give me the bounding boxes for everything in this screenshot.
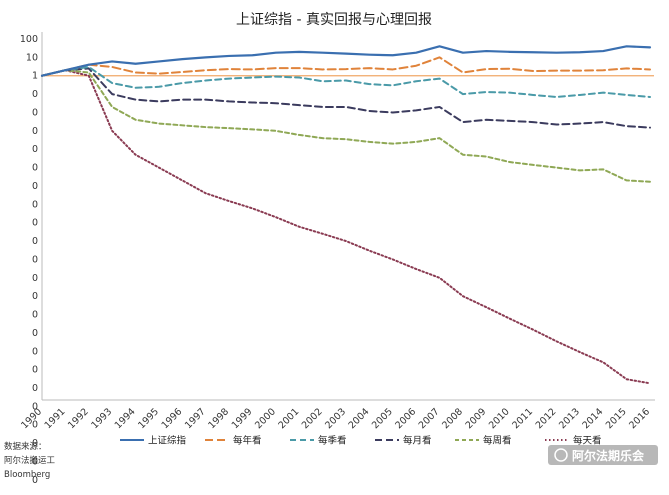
legend-label: 每季看 [318, 435, 347, 447]
x-tick-label: 2012 [534, 406, 559, 431]
y-tick-label: 0 [32, 383, 38, 394]
x-tick-label: 2005 [370, 406, 395, 431]
x-tick-label: 1995 [136, 406, 161, 431]
y-tick-label: 0 [32, 163, 38, 174]
y-tick-label: 0 [32, 456, 38, 467]
watermark-backdrop [548, 445, 658, 465]
source-line-2: 阿尔法搬运工 [4, 455, 56, 466]
y-tick-label: 0 [32, 291, 38, 302]
x-tick-label: 2002 [300, 406, 325, 431]
chart-title: 上证综指 - 真实回报与心理回报 [236, 12, 432, 28]
x-tick-label: 2014 [580, 406, 605, 431]
x-tick-label: 2006 [393, 406, 418, 431]
series-line [40, 45, 652, 77]
y-tick-label: 0 [32, 218, 38, 229]
y-tick-label: 0 [32, 89, 38, 100]
y-tick-label: 0 [32, 236, 38, 247]
y-tick-label: 0 [32, 181, 38, 192]
y-tick-label: 0 [32, 346, 38, 357]
legend-label: 每天看 [573, 435, 602, 447]
x-tick-label: 2008 [440, 406, 465, 431]
y-tick-label: 0 [32, 254, 38, 265]
watermark-text: 阿尔法期乐会 [572, 448, 645, 463]
y-tick-label: 0 [32, 420, 38, 431]
source-line-1: 数据来源： [4, 441, 47, 452]
y-tick-label: 0 [32, 328, 38, 339]
x-tick-label: 2001 [276, 406, 301, 431]
x-tick-label: 2013 [557, 406, 582, 431]
x-tick-label: 1998 [206, 406, 231, 431]
source-note: 数据来源： 阿尔法搬运工 Bloomberg [4, 441, 56, 480]
x-tick-label: 2003 [323, 406, 348, 431]
series-line [41, 69, 651, 385]
y-tick-label: 0 [32, 438, 38, 449]
x-tick-label: 2010 [487, 406, 512, 431]
y-tick-label: 0 [32, 401, 38, 412]
series-line [41, 69, 651, 183]
x-tick-label: 2011 [510, 406, 535, 431]
x-tick-label: 1992 [66, 406, 91, 431]
x-tick-label: 1994 [113, 406, 138, 431]
x-tick-label: 2004 [347, 406, 372, 431]
y-tick-label: 0 [32, 475, 38, 486]
source-line-3: Bloomberg [4, 470, 50, 480]
y-tick-label: 10 [26, 52, 38, 63]
series-line [41, 65, 651, 98]
legend-label: 上证综指 [148, 435, 187, 447]
x-tick-label: 1996 [160, 406, 185, 431]
y-tick-label: 0 [32, 107, 38, 118]
x-axis-ticks: 1990199119921993199419951996199719981999… [19, 406, 652, 431]
watermark-logo-icon [554, 448, 568, 462]
x-tick-label: 1991 [43, 406, 68, 431]
series-group [40, 45, 652, 385]
y-tick-label: 0 [32, 144, 38, 155]
legend-label: 每周看 [483, 435, 512, 447]
x-tick-label: 2007 [417, 406, 442, 431]
x-tick-label: 2016 [627, 406, 652, 431]
y-axis-ticks: 10010100000000000000000000000 [20, 34, 38, 495]
x-tick-label: 2009 [464, 406, 489, 431]
y-tick-label: 0 [32, 310, 38, 321]
legend-label: 每月看 [403, 435, 432, 447]
series-line [41, 67, 651, 129]
legend-label: 每年看 [233, 435, 262, 447]
watermark: 阿尔法期乐会 [548, 445, 658, 465]
series-line [41, 56, 651, 77]
y-tick-label: 100 [20, 34, 38, 45]
y-tick-label: 0 [32, 273, 38, 284]
x-tick-label: 1993 [89, 406, 114, 431]
x-tick-label: 1997 [183, 406, 208, 431]
y-tick-label: 0 [32, 126, 38, 137]
x-tick-label: 2000 [253, 406, 278, 431]
legend: 上证综指 每年看 每季看 每月看 每周看 每天看 [120, 435, 602, 447]
y-tick-label: 0 [32, 365, 38, 376]
y-tick-label: 1 [32, 71, 38, 82]
x-tick-label: 2015 [604, 406, 629, 431]
x-tick-label: 1999 [230, 406, 255, 431]
y-tick-label: 0 [32, 199, 38, 210]
